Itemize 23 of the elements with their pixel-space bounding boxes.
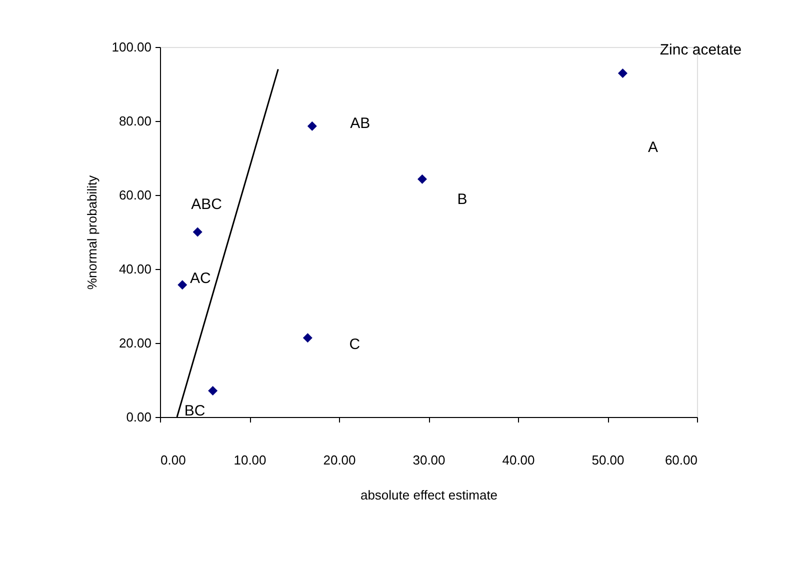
annotation: AB — [350, 115, 370, 132]
y-tick-label: 0.00 — [126, 410, 152, 424]
x-axis-title: absolute effect estimate — [360, 488, 498, 502]
annotation: ABC — [191, 196, 222, 213]
x-tick-label: 40.00 — [502, 452, 535, 468]
y-tick-label: 40.00 — [118, 262, 152, 276]
y-tick-label: 20.00 — [118, 336, 152, 350]
annotation: BC — [184, 402, 206, 420]
annotation: Zinc acetate — [660, 41, 742, 58]
annotation: AC — [190, 270, 211, 287]
annotation: C — [349, 336, 360, 353]
x-tick-label: 10.00 — [234, 452, 266, 468]
x-tick-label: 50.00 — [592, 452, 624, 468]
y-tick-label: 60.00 — [118, 188, 152, 202]
x-tick-label: 20.00 — [323, 452, 356, 468]
x-tick-label: 30.00 — [412, 452, 446, 468]
y-axis-title: %normal probability — [84, 174, 100, 290]
x-tick-label: 0.00 — [160, 452, 186, 468]
y-tick-label: 100.00 — [112, 40, 152, 54]
annotation: A — [648, 139, 658, 156]
x-tick-label: 60.00 — [664, 452, 698, 468]
y-tick-label: 80.00 — [118, 114, 152, 128]
annotation: B — [457, 191, 468, 208]
